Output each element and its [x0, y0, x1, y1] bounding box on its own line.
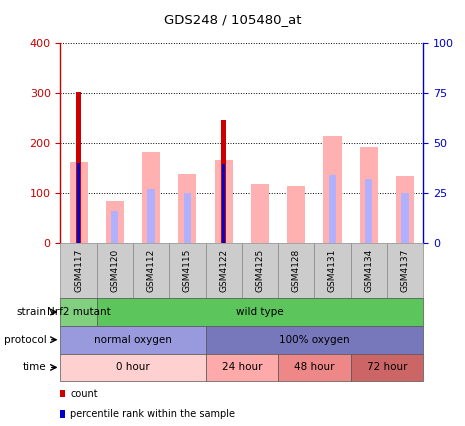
Bar — [97, 243, 133, 298]
Bar — [351, 243, 387, 298]
Text: GSM4134: GSM4134 — [364, 249, 373, 292]
Text: GDS248 / 105480_at: GDS248 / 105480_at — [164, 13, 301, 26]
Text: GSM4125: GSM4125 — [255, 249, 265, 292]
Bar — [222, 164, 225, 243]
Bar — [360, 147, 378, 243]
Bar — [329, 175, 336, 243]
Text: 100% oxygen: 100% oxygen — [279, 335, 350, 345]
Bar — [314, 243, 351, 298]
Bar — [278, 354, 351, 381]
Bar — [401, 193, 409, 243]
Text: normal oxygen: normal oxygen — [94, 335, 172, 345]
Text: time: time — [23, 363, 46, 372]
Text: protocol: protocol — [4, 335, 46, 345]
Text: GSM4112: GSM4112 — [146, 249, 156, 292]
Bar — [206, 354, 278, 381]
Text: percentile rank within the sample: percentile rank within the sample — [70, 409, 235, 419]
Bar — [60, 326, 206, 354]
Bar — [179, 174, 196, 243]
Bar — [142, 152, 160, 243]
Text: count: count — [70, 389, 98, 399]
Text: GSM4120: GSM4120 — [110, 249, 120, 292]
Text: GSM4131: GSM4131 — [328, 249, 337, 292]
Text: GSM4137: GSM4137 — [400, 249, 410, 292]
Text: GSM4128: GSM4128 — [292, 249, 301, 292]
Bar — [169, 243, 206, 298]
Bar — [324, 136, 341, 243]
Text: 0 hour: 0 hour — [116, 363, 150, 372]
Bar — [76, 92, 81, 243]
Bar — [387, 243, 423, 298]
Bar — [111, 211, 119, 243]
Text: GSM4122: GSM4122 — [219, 249, 228, 292]
Text: GSM4117: GSM4117 — [74, 249, 83, 292]
Bar — [215, 160, 233, 243]
Bar — [242, 243, 278, 298]
Bar — [251, 184, 269, 243]
Bar — [147, 189, 155, 243]
Bar — [70, 162, 87, 243]
Text: wild type: wild type — [236, 307, 284, 317]
Text: 72 hour: 72 hour — [366, 363, 407, 372]
Bar — [206, 243, 242, 298]
Bar — [287, 186, 305, 243]
Bar — [396, 176, 414, 243]
Bar — [60, 243, 97, 298]
Text: GSM4115: GSM4115 — [183, 249, 192, 292]
Bar — [221, 120, 226, 243]
Bar — [278, 243, 314, 298]
Text: Nrf2 mutant: Nrf2 mutant — [46, 307, 111, 317]
Text: 24 hour: 24 hour — [221, 363, 262, 372]
Bar — [60, 298, 97, 326]
Bar — [77, 163, 80, 243]
Text: 48 hour: 48 hour — [294, 363, 335, 372]
Bar — [365, 179, 372, 243]
Bar — [60, 354, 206, 381]
Bar — [184, 193, 191, 243]
Bar — [133, 243, 169, 298]
Bar — [351, 354, 423, 381]
Text: strain: strain — [16, 307, 46, 317]
Bar — [206, 326, 423, 354]
Bar — [106, 201, 124, 243]
